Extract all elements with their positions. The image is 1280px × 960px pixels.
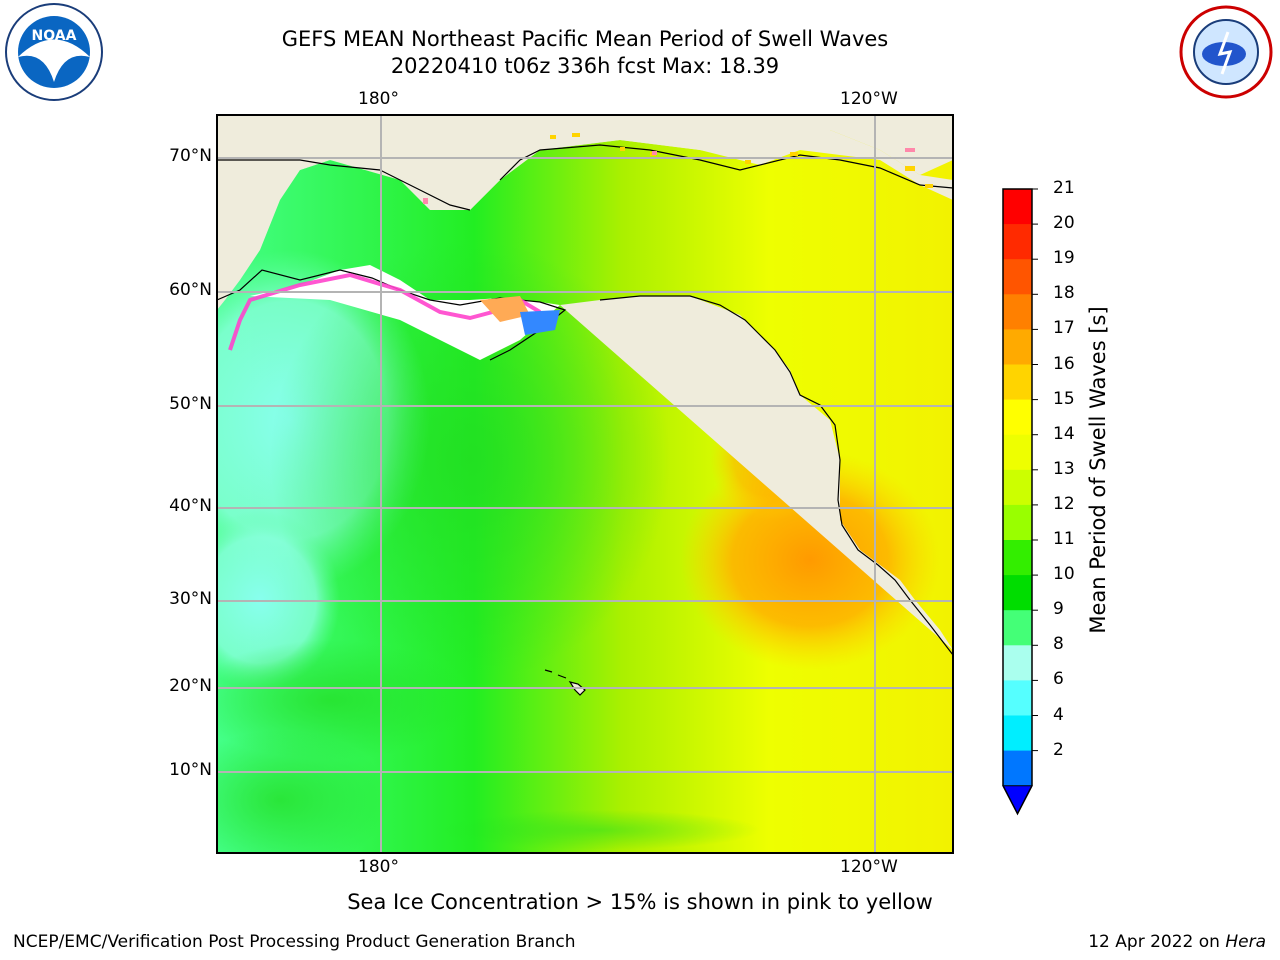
colorbar-segment: [1003, 434, 1032, 471]
colorbar-tick-label: 20: [1053, 213, 1075, 234]
colorbar-segment: [1003, 399, 1032, 436]
colorbar-tick-label: 4: [1053, 704, 1064, 725]
colorbar-segment: [1003, 504, 1032, 541]
colorbar-tick-label: 14: [1053, 423, 1075, 444]
footer-date-text: 12 Apr 2022 on: [1088, 932, 1226, 952]
noaa-logo-text: NOAA: [32, 28, 77, 44]
nws-logo: [1176, 4, 1276, 100]
chart-subtitle: 20220410 t06z 336h fcst Max: 18.39: [390, 54, 780, 78]
colorbar-tick-label: 16: [1053, 353, 1075, 374]
footer-date: 12 Apr 2022 on Hera: [1088, 932, 1266, 952]
lat-label-60n: 60°N: [169, 280, 212, 300]
colorbar-tick-label: 10: [1053, 564, 1075, 585]
colorbar-label: Mean Period of Swell Waves [s]: [1086, 306, 1110, 634]
colorbar-tick-label: 8: [1053, 634, 1064, 655]
top-axis-label-180: 180°: [358, 89, 399, 109]
footer-credit: NCEP/EMC/Verification Post Processing Pr…: [13, 932, 576, 952]
alaska-land: [217, 115, 953, 650]
colorbar-frame: [1002, 188, 1033, 816]
colorbar-segment: [1003, 364, 1032, 401]
footer-machine-name: Hera: [1225, 932, 1266, 952]
lat-label-20n: 20°N: [169, 676, 212, 696]
colorbar-segment: [1003, 469, 1032, 506]
lat-label-40n: 40°N: [169, 496, 212, 516]
colorbar-segment: [1003, 750, 1032, 787]
bottom-axis-label-180: 180°: [358, 857, 399, 877]
colorbar-tick-label: 11: [1053, 529, 1075, 549]
sea-ice-note: Sea Ice Concentration > 15% is shown in …: [347, 890, 933, 914]
colorbar-tick-label: 19: [1053, 248, 1075, 269]
colorbar-segment: [1003, 610, 1032, 646]
colorbar-tick-label: 9: [1053, 599, 1064, 620]
colorbar-tick-label: 6: [1053, 669, 1064, 690]
colorbar-tick-label: 21: [1053, 178, 1075, 198]
colorbar-segment: [1003, 575, 1032, 611]
colorbar-segment: [1003, 540, 1032, 576]
colorbar-segment: [1003, 645, 1032, 681]
west-coastline: [599, 295, 953, 656]
bottom-axis-label-120w: 120°W: [840, 857, 898, 877]
colorbar-extend-arrow: [1002, 785, 1033, 815]
colorbar-tick-label: 17: [1053, 318, 1075, 339]
top-axis-label-120w: 120°W: [840, 89, 898, 109]
map-frame: [216, 114, 954, 854]
colorbar-tick-label: 13: [1053, 458, 1075, 479]
lat-label-10n: 10°N: [169, 760, 212, 780]
noaa-logo: NOAA: [4, 2, 104, 102]
colorbar-tick-label: 15: [1053, 388, 1075, 409]
colorbar-segment: [1003, 329, 1032, 365]
lat-label-30n: 30°N: [169, 589, 212, 609]
colorbar-segment: [1003, 189, 1032, 225]
map-plot-area: [217, 115, 953, 853]
colorbar: [1002, 188, 1038, 816]
gridlines: [217, 115, 953, 853]
colorbar-tick-label: 12: [1053, 493, 1075, 514]
chart-title: GEFS MEAN Northeast Pacific Mean Period …: [281, 27, 889, 51]
lat-label-50n: 50°N: [169, 394, 212, 414]
colorbar-segment: [1003, 259, 1032, 295]
colorbar-tick-label: 18: [1053, 283, 1075, 304]
lat-label-70n: 70°N: [169, 146, 212, 166]
colorbar-tick-label: 2: [1053, 739, 1064, 760]
colorbar-segment: [1003, 294, 1032, 330]
colorbar-segment: [1003, 680, 1032, 716]
colorbar-segment: [1003, 224, 1032, 260]
colorbar-segment: [1003, 715, 1032, 752]
